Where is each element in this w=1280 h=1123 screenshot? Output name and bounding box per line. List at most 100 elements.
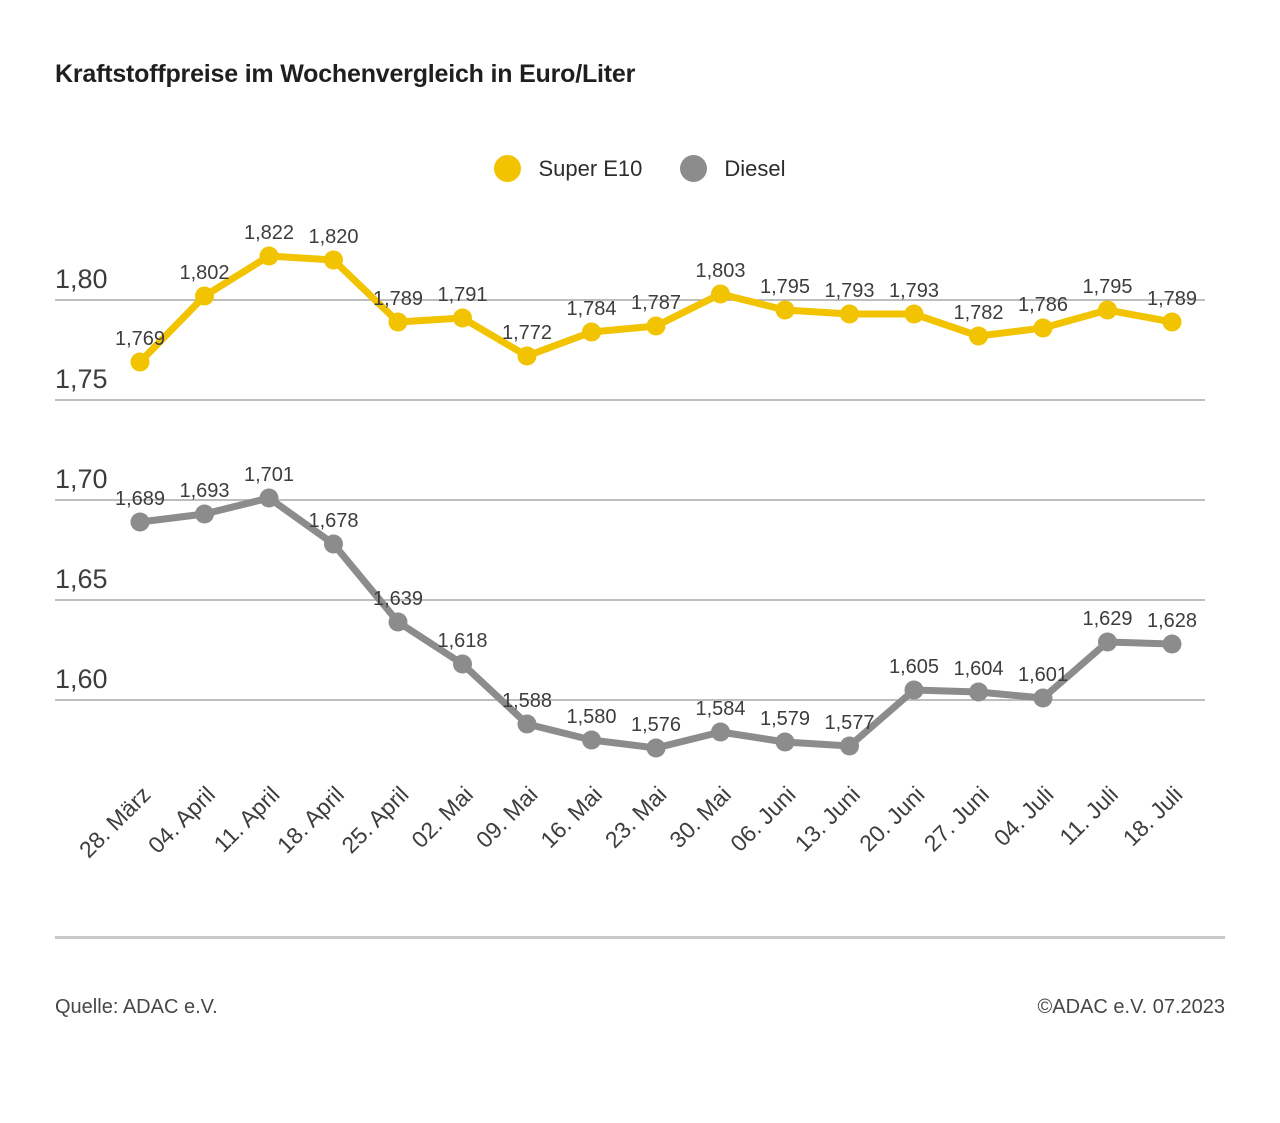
data-point	[453, 308, 472, 328]
data-point	[904, 304, 924, 324]
data-point-label: 1,789	[373, 288, 423, 310]
x-axis-label: 06. Juni	[725, 781, 800, 856]
data-point-label: 1,693	[179, 480, 229, 502]
data-point-label: 1,784	[566, 298, 616, 320]
x-axis-label: 18. Juli	[1118, 781, 1188, 851]
data-point	[1162, 634, 1182, 654]
x-axis-label: 28. März	[74, 781, 156, 863]
x-axis-label: 11. April	[209, 781, 285, 857]
diesel-legend-dot-icon	[680, 155, 708, 182]
data-point	[195, 286, 214, 306]
data-point	[195, 504, 214, 524]
x-axis-label: 18. April	[272, 781, 349, 858]
data-point-label: 1,789	[1147, 288, 1197, 310]
footer-divider	[55, 936, 1225, 939]
data-point-label: 1,584	[695, 698, 745, 720]
x-axis-label: 16. Mai	[535, 781, 607, 853]
x-axis-label: 09. Mai	[471, 781, 543, 853]
data-point	[517, 346, 537, 366]
data-point-label: 1,605	[889, 656, 939, 678]
data-point	[1033, 318, 1053, 338]
y-axis-tick-label: 1,60	[55, 664, 108, 694]
data-point	[775, 300, 795, 320]
x-axis-label: 04. April	[143, 781, 220, 858]
data-point-label: 1,588	[502, 690, 552, 712]
data-point	[840, 736, 859, 756]
data-point	[840, 304, 859, 324]
data-point	[646, 738, 666, 758]
legend-item-diesel: Diesel	[680, 155, 786, 182]
source-note: Quelle: ADAC e.V.	[55, 996, 218, 1018]
data-point-label: 1,580	[566, 706, 616, 728]
data-point-label: 1,803	[695, 260, 745, 282]
x-axis-label: 02. Mai	[406, 781, 478, 853]
data-point-label: 1,795	[1082, 276, 1132, 298]
data-point-label: 1,577	[824, 712, 874, 734]
chart-legend: Super E10 Diesel	[0, 155, 1280, 182]
x-axis-label: 23. Mai	[600, 781, 672, 853]
data-point	[1162, 312, 1182, 332]
data-point-label: 1,820	[308, 226, 358, 248]
data-point-label: 1,701	[244, 464, 294, 486]
data-point	[1098, 300, 1117, 320]
data-point	[969, 682, 988, 702]
data-point	[130, 512, 150, 532]
data-point-label: 1,802	[179, 262, 229, 284]
data-point	[453, 654, 472, 674]
data-point-label: 1,787	[631, 292, 681, 314]
data-point	[388, 612, 408, 632]
data-point-label: 1,769	[115, 328, 165, 350]
data-point-label: 1,629	[1082, 608, 1132, 630]
line-chart: 1,80 1,75 1,70 1,65 1,60 1,769 1,802 1,822 1,820…	[55, 222, 1205, 863]
data-point-label: 1,678	[308, 510, 358, 532]
data-point	[517, 714, 537, 734]
y-axis-tick-label: 1,70	[55, 464, 108, 494]
x-axis-label: 27. Juni	[919, 781, 994, 856]
data-point	[711, 722, 730, 742]
data-point	[646, 316, 666, 336]
data-point	[775, 732, 795, 752]
data-point	[130, 352, 150, 372]
legend-label-super-e10: Super E10	[538, 155, 643, 181]
data-point	[324, 534, 343, 554]
data-point-label: 1,793	[824, 280, 874, 302]
data-point-label: 1,628	[1147, 610, 1197, 632]
data-point-label: 1,576	[631, 714, 681, 736]
data-point	[582, 322, 601, 342]
data-point-label: 1,689	[115, 488, 165, 510]
x-axis-label: 13. Juni	[790, 781, 865, 856]
copyright-note: ©ADAC e.V. 07.2023	[1037, 996, 1225, 1018]
data-point	[582, 730, 601, 750]
x-axis-label: 11. Juli	[1054, 781, 1123, 850]
series-line-diesel	[139, 494, 1173, 752]
chart-title: Kraftstoffpreise im Wochenvergleich in E…	[55, 60, 636, 88]
data-point	[1098, 632, 1117, 652]
data-point-label: 1,579	[760, 708, 810, 730]
data-point-label: 1,618	[437, 630, 487, 652]
y-axis-tick-label: 1,75	[55, 364, 108, 394]
legend-item-super-e10: Super E10	[494, 155, 642, 182]
data-point	[259, 488, 279, 508]
super-e10-legend-dot-icon	[494, 155, 522, 182]
data-point	[904, 680, 924, 700]
data-point-label: 1,782	[953, 302, 1003, 324]
x-axis-label: 04. Juli	[989, 781, 1059, 851]
data-point-label: 1,793	[889, 280, 939, 302]
x-axis-label: 30. Mai	[664, 781, 736, 853]
y-axis-tick-label: 1,80	[55, 264, 108, 294]
data-point-label: 1,822	[244, 222, 294, 244]
data-point-label: 1,791	[437, 284, 487, 306]
data-point-label: 1,795	[760, 276, 810, 298]
data-point	[711, 284, 730, 304]
x-axis-label: 25. April	[336, 781, 413, 858]
data-point-label: 1,772	[502, 322, 552, 344]
data-point-label: 1,604	[953, 658, 1003, 680]
y-axis-tick-label: 1,65	[55, 564, 108, 594]
data-point	[324, 250, 343, 270]
data-point-label: 1,786	[1018, 294, 1068, 316]
x-axis-label: 20. Juni	[854, 781, 929, 856]
data-point	[1033, 688, 1053, 708]
data-point-label: 1,639	[373, 588, 423, 610]
data-point	[969, 326, 988, 346]
